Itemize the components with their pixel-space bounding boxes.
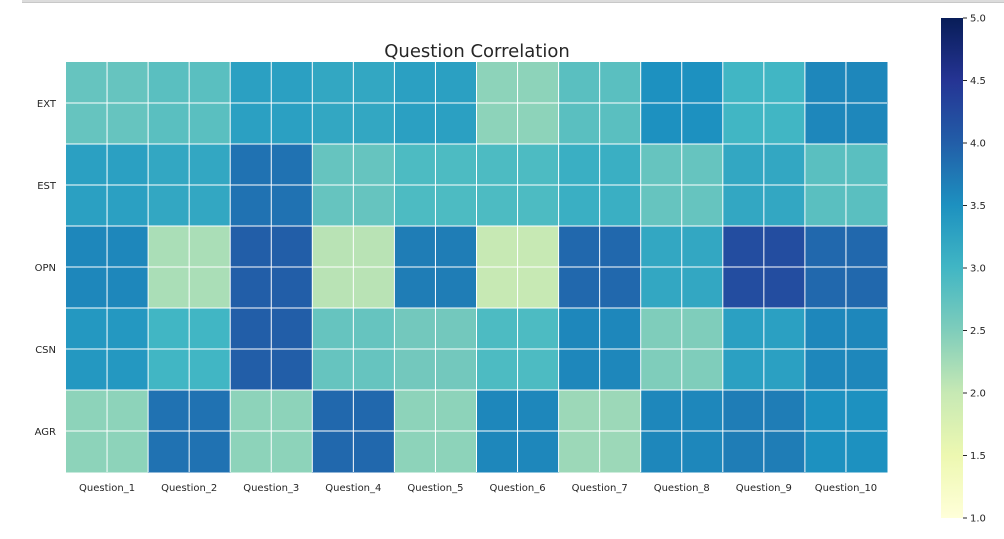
colorbar-tick-label: 2.5 — [970, 326, 986, 337]
colorbar-tick-label: 3.0 — [970, 264, 986, 275]
x-tick-label: Question_4 — [325, 483, 381, 494]
y-tick-label: OPN — [35, 263, 56, 274]
colorbar-tick-label: 4.5 — [970, 76, 986, 87]
x-tick-label: Question_8 — [654, 483, 710, 494]
heatmap-gridlines — [66, 62, 887, 472]
y-tick-label: EST — [37, 181, 57, 192]
x-axis-ticks: Question_1 Question_2 Question_3 Question_4… — [79, 483, 877, 494]
x-tick-label: Question_3 — [243, 483, 299, 494]
chart-title: Question Correlation — [384, 41, 569, 62]
colorbar-tick-label: 2.0 — [970, 389, 986, 400]
y-tick-label: AGR — [35, 427, 56, 438]
colorbar-tick-label: 3.5 — [970, 201, 986, 212]
colorbar-tick-label: 4.0 — [970, 139, 986, 150]
colorbar-ticks: 1.0 1.5 2.0 2.5 3.0 3.5 4.0 4.5 5.0 — [963, 14, 986, 525]
y-axis-ticks: EXT EST OPN CSN AGR — [35, 99, 57, 438]
x-tick-label: Question_10 — [815, 483, 877, 494]
x-tick-label: Question_7 — [572, 483, 628, 494]
colorbar-tick-label: 1.0 — [970, 514, 986, 525]
x-tick-label: Question_2 — [161, 483, 217, 494]
x-tick-label: Question_1 — [79, 483, 135, 494]
colorbar-tick-label: 1.5 — [970, 451, 986, 462]
top-divider — [22, 0, 1004, 3]
y-tick-label: CSN — [35, 345, 56, 356]
x-tick-label: Question_5 — [407, 483, 463, 494]
colorbar — [941, 18, 963, 518]
y-tick-label: EXT — [37, 99, 57, 110]
x-tick-label: Question_6 — [490, 483, 546, 494]
colorbar-tick-label: 5.0 — [970, 14, 986, 25]
x-tick-label: Question_9 — [736, 483, 792, 494]
